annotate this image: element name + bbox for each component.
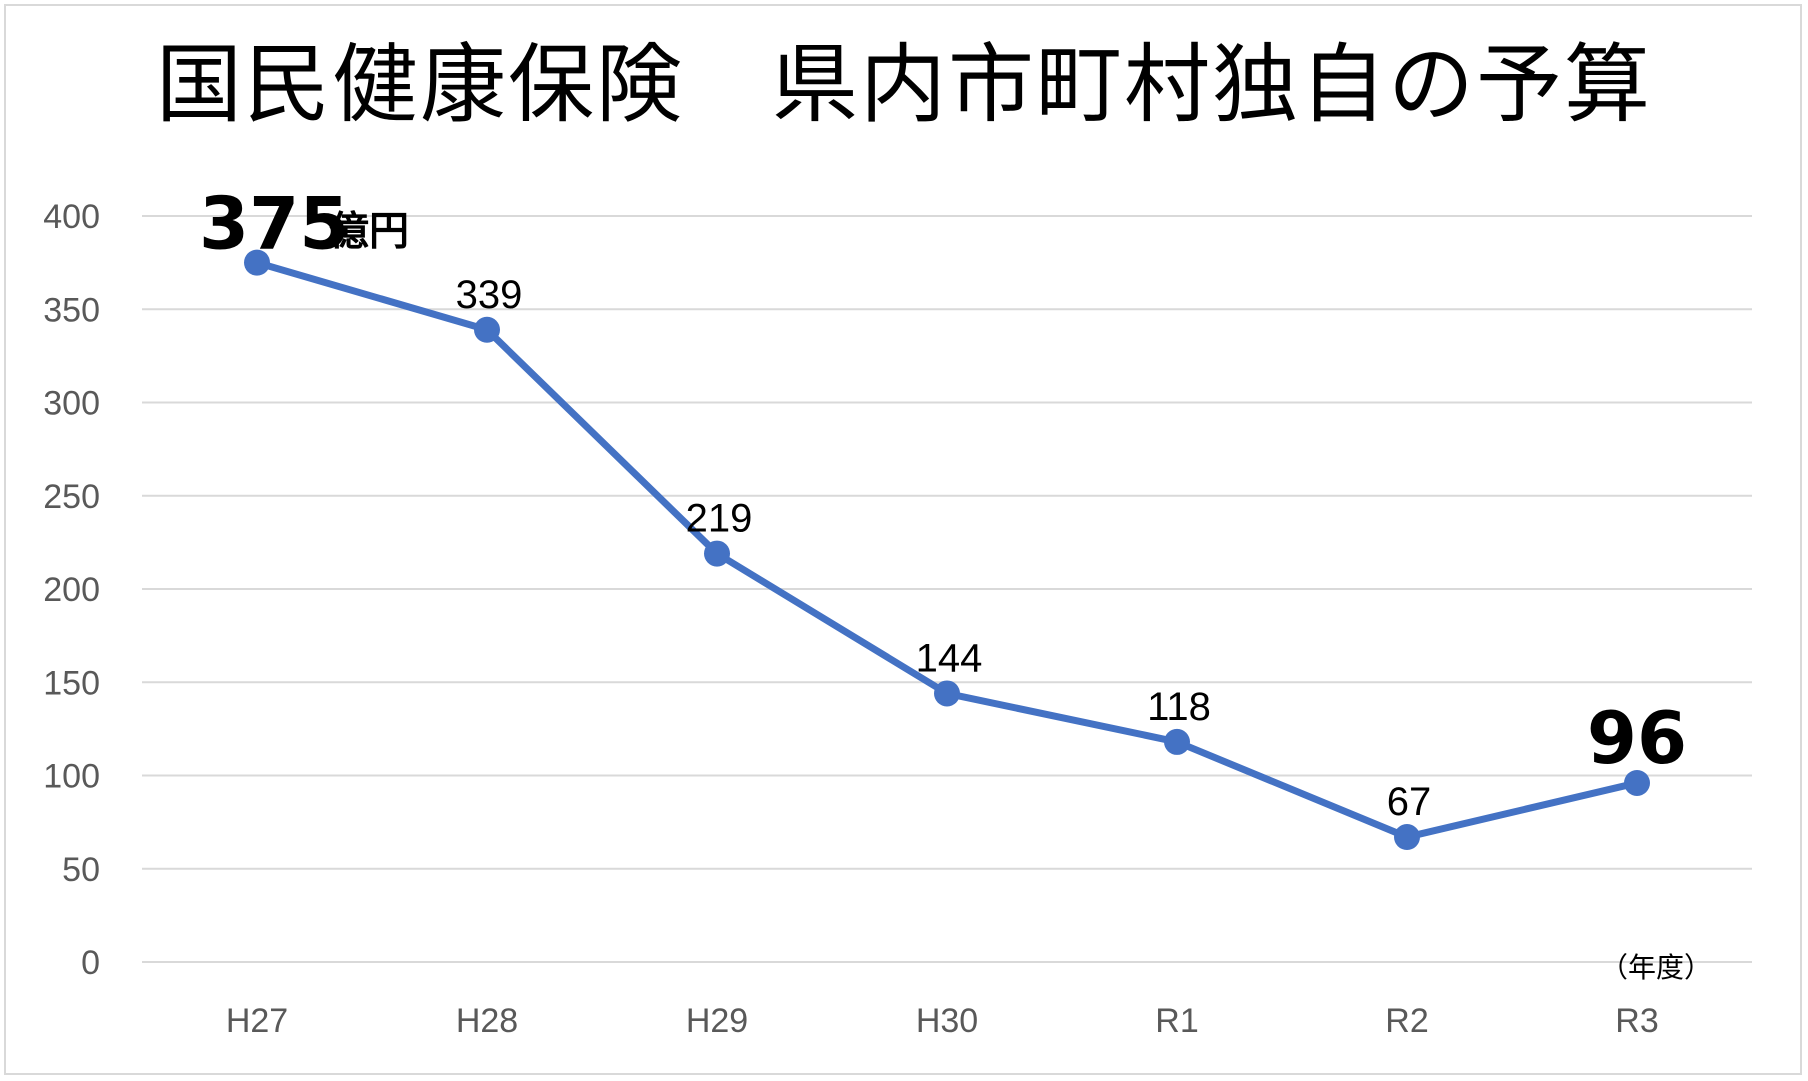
data-point-H30 xyxy=(934,680,960,707)
data-point-R1 xyxy=(1164,728,1190,755)
data-point-H27 xyxy=(244,249,270,276)
y-tick-label-200: 200 xyxy=(43,571,100,609)
chart-title: 国民健康保険 県内市町村独自の予算 xyxy=(156,35,1652,135)
y-tick-label-0: 0 xyxy=(81,944,100,982)
data-point-H28 xyxy=(474,316,500,343)
data-label-H30: 144 xyxy=(916,636,983,680)
x-tick-label-H27: H27 xyxy=(226,1002,288,1040)
y-tick-label-300: 300 xyxy=(43,385,100,423)
data-point-R3 xyxy=(1624,769,1650,796)
y-tick-label-400: 400 xyxy=(43,198,100,236)
x-axis-ticks: H27 H28 H29 H30 R1 R2 R3 xyxy=(226,1002,1659,1040)
data-points xyxy=(244,249,1650,851)
data-label-H28: 339 xyxy=(456,273,523,317)
x-tick-label-R3: R3 xyxy=(1615,1002,1658,1040)
data-point-R2 xyxy=(1394,824,1420,851)
x-tick-label-H29: H29 xyxy=(686,1002,748,1040)
data-label-R1: 118 xyxy=(1147,685,1211,729)
chart-frame xyxy=(4,4,1802,1075)
data-label-H29: 219 xyxy=(686,497,753,541)
value-unit-label: 億円 xyxy=(329,209,409,255)
data-label-R2: 67 xyxy=(1387,780,1432,824)
series-line-layer xyxy=(253,259,1641,841)
y-tick-label-50: 50 xyxy=(62,851,100,889)
gridlines xyxy=(142,215,1752,963)
y-tick-label-150: 150 xyxy=(43,664,100,702)
x-axis-unit-label: （年度） xyxy=(1600,951,1712,984)
x-tick-label-H30: H30 xyxy=(916,1002,978,1040)
x-tick-label-R2: R2 xyxy=(1385,1002,1428,1040)
data-label-R3: 96 xyxy=(1587,696,1687,780)
y-tick-label-100: 100 xyxy=(43,758,100,796)
data-point-H29 xyxy=(704,540,730,567)
series-line xyxy=(253,259,1641,841)
x-tick-label-R1: R1 xyxy=(1155,1002,1198,1040)
data-label-H27: 375 xyxy=(199,182,349,266)
y-tick-label-250: 250 xyxy=(43,478,100,516)
y-tick-label-350: 350 xyxy=(43,291,100,329)
x-tick-label-H28: H28 xyxy=(456,1002,518,1040)
y-axis-ticks: 0 50 100 150 200 250 300 350 400 xyxy=(43,198,100,982)
